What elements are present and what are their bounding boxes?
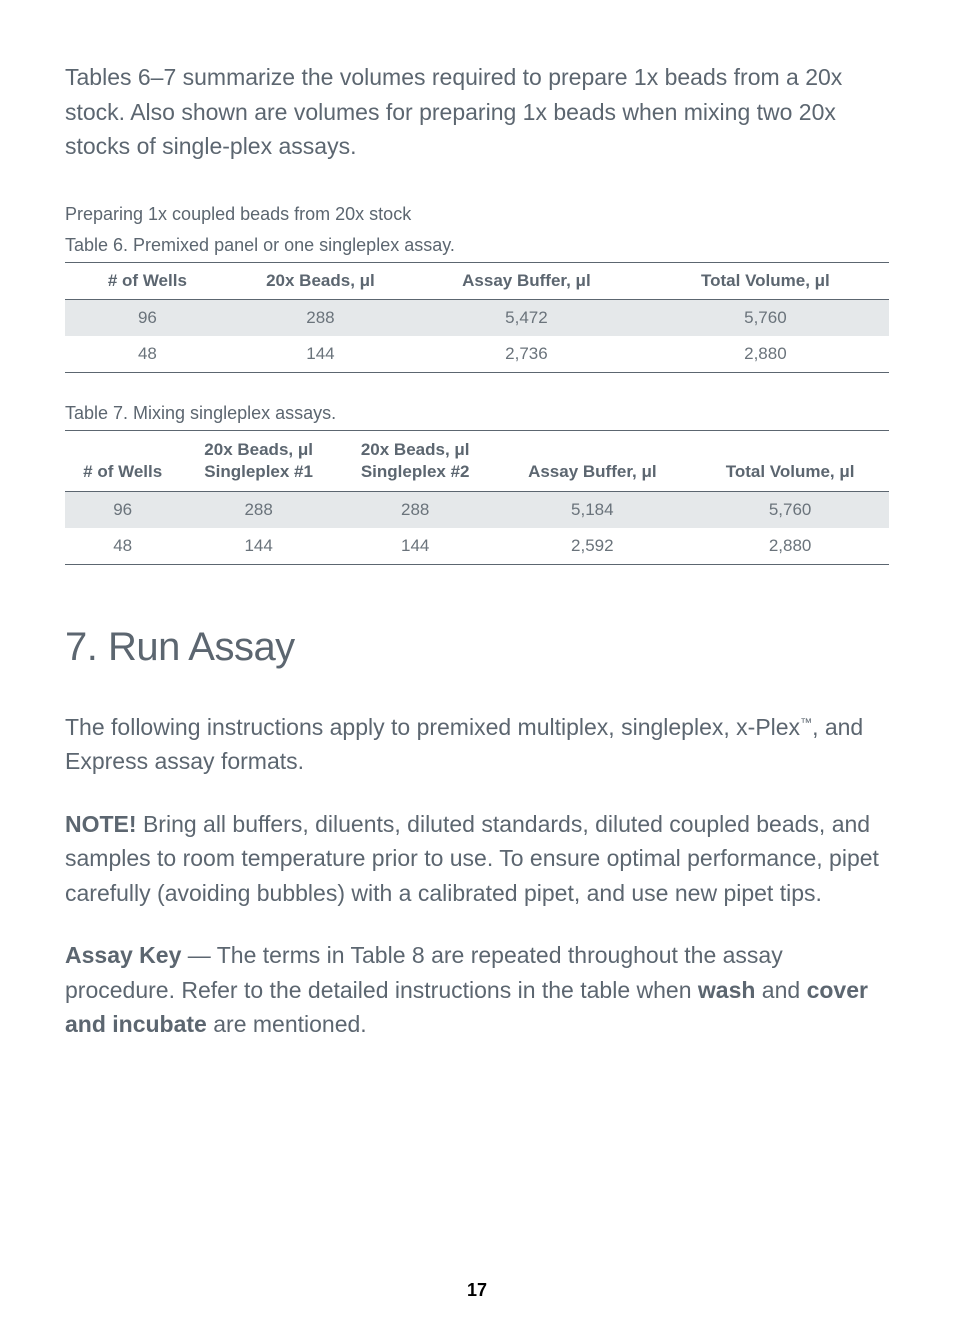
table-row: 48 144 2,736 2,880 bbox=[65, 336, 889, 373]
table7-header: 20x Beads, μlSingleplex #2 bbox=[337, 430, 494, 491]
table6-cell: 96 bbox=[65, 299, 230, 336]
table7-cell: 48 bbox=[65, 528, 180, 565]
table7-header: Assay Buffer, μl bbox=[493, 430, 691, 491]
prep-heading: Preparing 1x coupled beads from 20x stoc… bbox=[65, 204, 889, 225]
para-note: NOTE! Bring all buffers, diluents, dilut… bbox=[65, 807, 889, 911]
table-row: 96 288 288 5,184 5,760 bbox=[65, 491, 889, 528]
table7-header: 20x Beads, μlSingleplex #1 bbox=[180, 430, 337, 491]
table6-caption: Table 6. Premixed panel or one singleple… bbox=[65, 235, 889, 256]
table6-header: # of Wells bbox=[65, 262, 230, 299]
note-label: NOTE! bbox=[65, 811, 137, 837]
table7-cell: 96 bbox=[65, 491, 180, 528]
table7-cell: 5,184 bbox=[493, 491, 691, 528]
table6-header: 20x Beads, μl bbox=[230, 262, 411, 299]
table7-header: # of Wells bbox=[65, 430, 180, 491]
table7-cell: 144 bbox=[180, 528, 337, 565]
table-row: 96 288 5,472 5,760 bbox=[65, 299, 889, 336]
table6-cell: 48 bbox=[65, 336, 230, 373]
table6-header: Assay Buffer, μl bbox=[411, 262, 642, 299]
table6: # of Wells 20x Beads, μl Assay Buffer, μ… bbox=[65, 262, 889, 373]
table7-cell: 2,592 bbox=[493, 528, 691, 565]
table6-cell: 2,736 bbox=[411, 336, 642, 373]
table7-cell: 5,760 bbox=[691, 491, 889, 528]
table6-cell: 144 bbox=[230, 336, 411, 373]
para3-end: are mentioned. bbox=[207, 1011, 367, 1037]
section-title: 7. Run Assay bbox=[65, 625, 889, 670]
table7: # of Wells 20x Beads, μlSingleplex #1 20… bbox=[65, 430, 889, 565]
page-number: 17 bbox=[0, 1280, 954, 1301]
table7-cell: 2,880 bbox=[691, 528, 889, 565]
assay-key-label: Assay Key bbox=[65, 942, 181, 968]
table6-cell: 288 bbox=[230, 299, 411, 336]
table7-caption: Table 7. Mixing singleplex assays. bbox=[65, 403, 889, 424]
wash-label: wash bbox=[698, 977, 756, 1003]
table7-cell: 144 bbox=[337, 528, 494, 565]
table-row: 48 144 144 2,592 2,880 bbox=[65, 528, 889, 565]
para1-pre: The following instructions apply to prem… bbox=[65, 714, 800, 740]
table6-cell: 5,472 bbox=[411, 299, 642, 336]
para-assay-key: Assay Key — The terms in Table 8 are rep… bbox=[65, 938, 889, 1042]
note-text: Bring all buffers, diluents, diluted sta… bbox=[65, 811, 879, 906]
table6-cell: 2,880 bbox=[642, 336, 889, 373]
table6-cell: 5,760 bbox=[642, 299, 889, 336]
trademark-symbol: ™ bbox=[800, 715, 812, 729]
table6-header: Total Volume, μl bbox=[642, 262, 889, 299]
para3-mid2: and bbox=[755, 977, 806, 1003]
para-apply: The following instructions apply to prem… bbox=[65, 710, 889, 779]
table7-cell: 288 bbox=[180, 491, 337, 528]
table7-cell: 288 bbox=[337, 491, 494, 528]
table7-header: Total Volume, μl bbox=[691, 430, 889, 491]
intro-paragraph: Tables 6–7 summarize the volumes require… bbox=[65, 60, 889, 164]
